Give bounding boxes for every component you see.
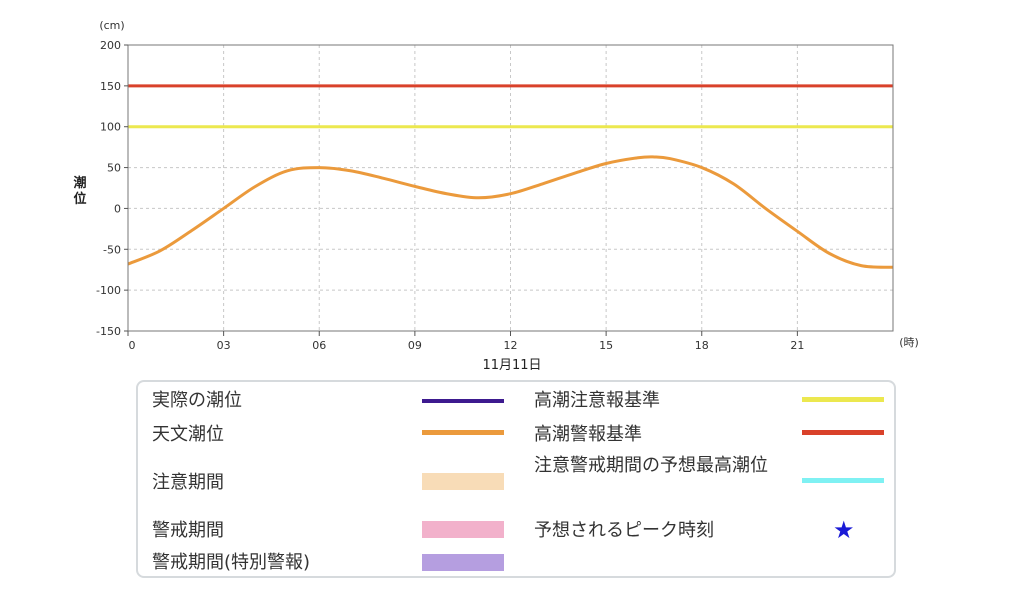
legend-swatch-actual-tide [422, 399, 504, 403]
x-axis-ticks: 0 03 06 09 12 15 18 21 [127, 331, 804, 352]
star-icon: ★ [833, 516, 855, 544]
legend: 実際の潮位 天文潮位 注意期間 警戒期間 警戒期間(特別警報) 高潮注意報基準 … [136, 380, 896, 578]
x-tick-label: 15 [599, 339, 613, 352]
legend-label-predicted-max-tide: 注意警戒期間の予想最高潮位 [534, 455, 768, 476]
legend-label-actual-tide: 実際の潮位 [152, 390, 242, 411]
legend-label-advisory-threshold: 高潮注意報基準 [534, 390, 660, 411]
x-unit-label: (時) [899, 336, 919, 349]
x-tick-label: 12 [504, 339, 518, 352]
reference-lines [128, 84, 893, 129]
y-tick-label: -150 [96, 325, 121, 338]
y-tick-label: -50 [103, 243, 121, 256]
grid [128, 45, 893, 331]
y-unit-label: (cm) [99, 19, 124, 32]
legend-label-astronomical-tide: 天文潮位 [152, 424, 224, 445]
series-line [127, 155, 894, 269]
legend-swatch-warning-threshold [802, 430, 884, 435]
series-layer [127, 155, 894, 269]
x-tick-label: 0 [129, 339, 136, 352]
legend-swatch-astronomical-tide [422, 430, 504, 435]
legend-swatch-special-warning-period [422, 554, 504, 571]
y-tick-label: 200 [100, 39, 121, 52]
date-label: 11月11日 [482, 358, 541, 373]
x-tick-label: 21 [790, 339, 804, 352]
legend-label-peak-time: 予想されるピーク時刻 [534, 520, 714, 541]
x-tick-label: 18 [695, 339, 709, 352]
legend-label-warning-period: 警戒期間 [152, 520, 224, 541]
y-tick-label: 150 [100, 80, 121, 93]
y-tick-label: -100 [96, 284, 121, 297]
x-tick-label: 06 [312, 339, 326, 352]
x-tick-label: 09 [408, 339, 422, 352]
y-tick-label: 50 [107, 162, 121, 175]
legend-swatch-caution-period [422, 473, 504, 490]
y-axis-ticks: 200 150 100 50 0 -50 -100 -150 [96, 39, 128, 338]
legend-label-warning-threshold: 高潮警報基準 [534, 424, 642, 445]
legend-label-caution-period: 注意期間 [152, 472, 224, 493]
legend-swatch-predicted-max-tide [802, 478, 884, 483]
legend-swatch-warning-period [422, 521, 504, 538]
x-tick-label: 03 [217, 339, 231, 352]
legend-label-special-warning-period: 警戒期間(特別警報) [152, 552, 311, 573]
y-tick-label: 100 [100, 121, 121, 134]
y-tick-label: 0 [114, 202, 121, 215]
y-axis-label: 潮位 [73, 175, 86, 207]
legend-swatch-advisory-threshold [802, 397, 884, 402]
